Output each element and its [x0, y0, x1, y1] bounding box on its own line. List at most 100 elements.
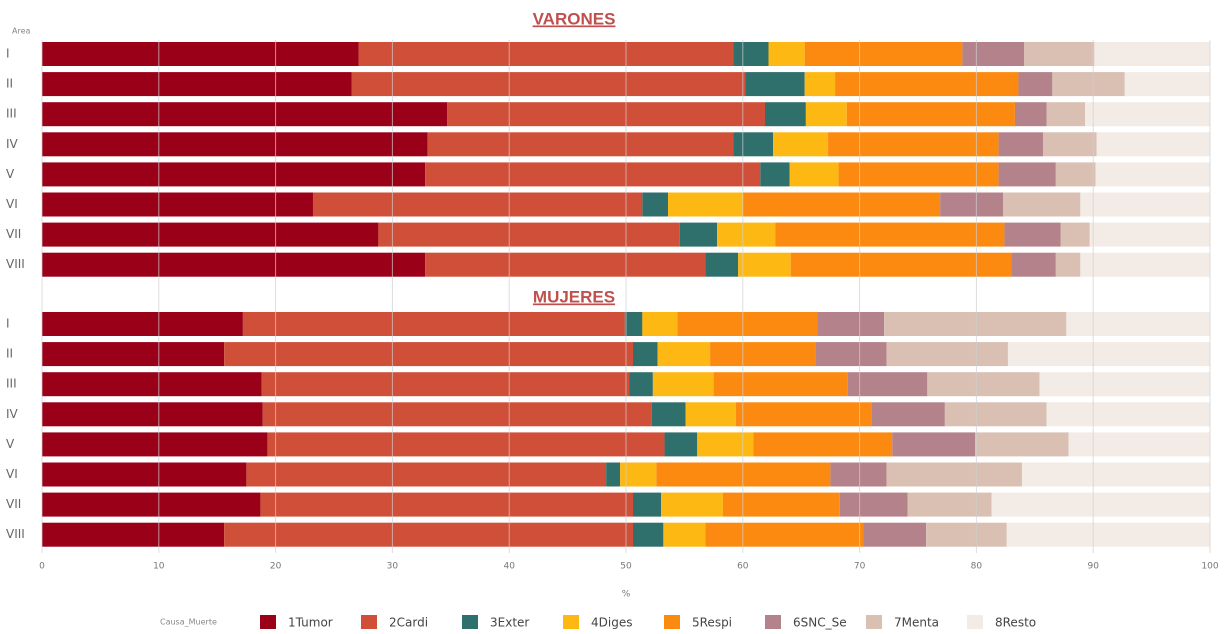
bar-segment: [42, 162, 426, 187]
bar-segment: [927, 372, 1040, 397]
bar-segment: [656, 462, 831, 487]
bar-segment: [1042, 132, 1097, 157]
bar-segment: [830, 462, 887, 487]
bar-segment: [447, 102, 765, 127]
legend-swatch: [563, 615, 579, 629]
bar-segment: [886, 342, 1008, 367]
bar-segment: [926, 522, 1007, 547]
x-tick-label: 60: [737, 562, 749, 572]
bar-segment: [998, 162, 1056, 187]
bar-segment: [998, 132, 1043, 157]
bar-segment: [847, 372, 928, 397]
bar-segment: [804, 72, 836, 97]
bar-segment: [745, 72, 805, 97]
bar-segment: [42, 492, 261, 517]
bar-segment: [1068, 432, 1210, 457]
y-tick-label: VI: [6, 197, 18, 211]
legend-title: Causa_Muerte: [160, 618, 217, 627]
bar-segment: [722, 492, 840, 517]
bar-segment: [871, 402, 945, 427]
bar-segment: [804, 42, 963, 66]
legend-swatch: [260, 615, 276, 629]
bar-segment: [679, 222, 718, 247]
y-tick-label: II: [6, 347, 13, 361]
bar-segment: [425, 162, 761, 187]
bar-segment: [651, 402, 686, 427]
bar-segment: [42, 522, 225, 547]
bar-segment: [1124, 72, 1210, 97]
x-tick-label: 0: [39, 562, 45, 572]
bar-segment: [835, 72, 1019, 97]
bar-segment: [1060, 222, 1090, 247]
bar-segment: [805, 102, 847, 127]
bar-segment: [940, 192, 1004, 217]
bar-segment: [378, 222, 680, 247]
y-tick-label: II: [6, 77, 13, 91]
bar-segment: [246, 462, 607, 487]
bar-segment: [884, 312, 1067, 336]
bar-segment: [775, 222, 1005, 247]
bar-segment: [1094, 42, 1210, 66]
bar-segment: [652, 372, 714, 397]
bar-segment: [1024, 42, 1095, 66]
bar-segment: [661, 492, 723, 517]
x-tick-label: 10: [153, 562, 165, 572]
bar-segment: [358, 42, 734, 66]
legend-label: 6SNC_Se: [793, 616, 847, 630]
bar-segment: [260, 492, 634, 517]
bar-segment: [1004, 222, 1061, 247]
bar-segment: [846, 102, 1015, 127]
bar-segment: [1085, 102, 1210, 127]
chart-title: VARONES: [533, 9, 616, 28]
bar-segment: [642, 192, 669, 217]
bar-segment: [1055, 252, 1081, 277]
bar-segment: [663, 522, 706, 547]
bar-segment: [892, 432, 976, 457]
x-tick-label: 50: [620, 562, 632, 572]
bar-segment: [764, 102, 806, 127]
bar-segment: [242, 312, 625, 336]
bar-segment: [351, 72, 746, 97]
bar-segment: [1007, 342, 1210, 367]
bar-segment: [828, 132, 999, 157]
bar-segment: [42, 132, 428, 157]
bar-segment: [975, 432, 1069, 457]
bar-segment: [42, 72, 352, 97]
bar-segment: [1080, 252, 1210, 277]
y-tick-label: VII: [6, 227, 21, 241]
y-tick-label: III: [6, 377, 17, 391]
bar-segment: [1018, 72, 1053, 97]
bar-segment: [267, 432, 665, 457]
legend-swatch: [462, 615, 478, 629]
bar-segment: [838, 162, 999, 187]
bar-segment: [790, 252, 1012, 277]
bar-segment: [1046, 402, 1210, 427]
bar-segment: [1039, 372, 1210, 397]
legend-label: 1Tumor: [288, 616, 333, 630]
bar-segment: [677, 312, 818, 336]
y-tick-label: V: [6, 437, 15, 451]
bar-segment: [42, 432, 268, 457]
bar-segment: [312, 192, 643, 217]
x-tick-label: 70: [854, 562, 866, 572]
x-tick-label: 80: [971, 562, 983, 572]
y-axis-label: Area: [12, 27, 31, 36]
bar-segment: [839, 492, 908, 517]
legend-swatch: [866, 615, 882, 629]
y-tick-label: III: [6, 107, 17, 121]
bar-segment: [760, 162, 790, 187]
bar-segment: [817, 312, 885, 336]
bar-segment: [1066, 312, 1210, 336]
bar-segment: [42, 462, 247, 487]
bar-segment: [1055, 162, 1096, 187]
y-tick-label: VII: [6, 497, 21, 511]
bar-segment: [1003, 192, 1081, 217]
bar-segment: [624, 312, 643, 336]
legend-label: 7Menta: [894, 616, 939, 630]
y-tick-label: IV: [6, 137, 19, 151]
bar-segment: [1021, 462, 1210, 487]
bar-segment: [742, 192, 941, 217]
bar-segment: [42, 312, 243, 336]
x-tick-label: 90: [1087, 562, 1099, 572]
